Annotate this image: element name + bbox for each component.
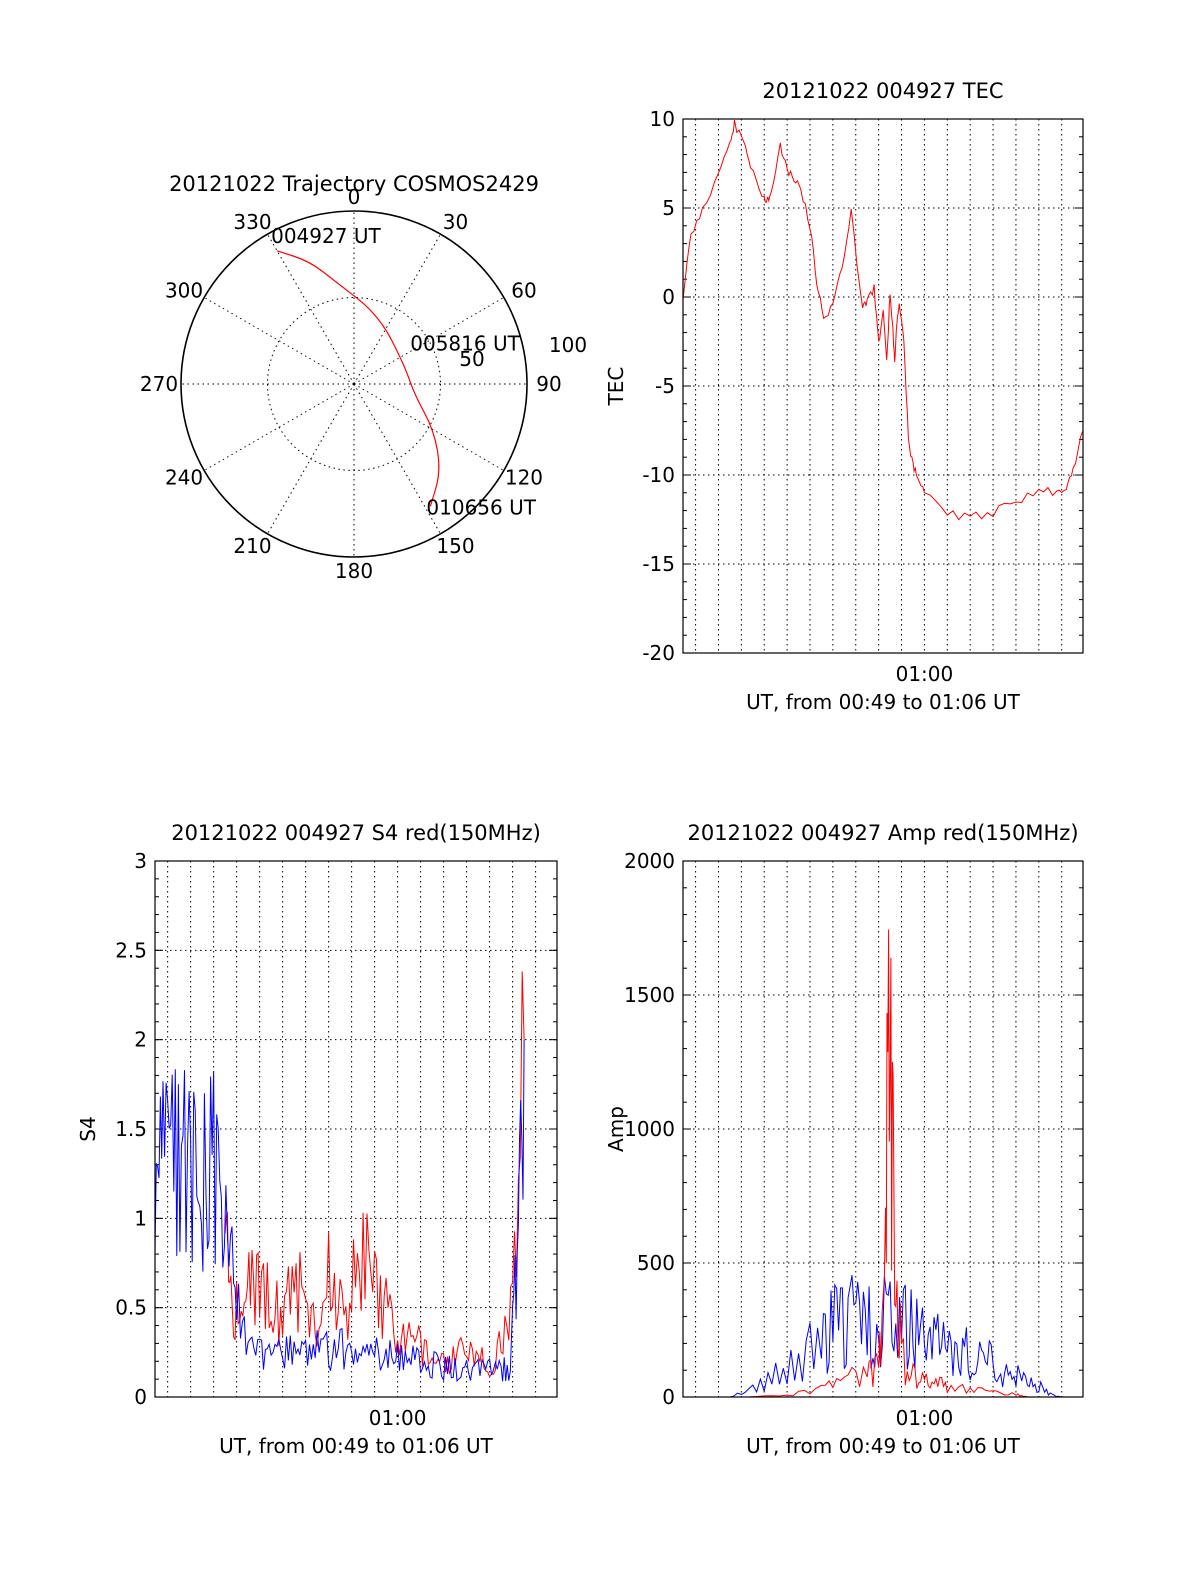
azimuth-tick-label: 150 [436,534,474,558]
chart-title: 20121022 004927 Amp red(150MHz) [687,821,1078,845]
polar-spoke [353,383,505,471]
azimuth-tick-label: 180 [335,559,373,583]
y-tick-label: 3 [134,849,147,873]
azimuth-tick-label: 60 [511,279,536,303]
plot-frame [682,860,1084,1398]
y-tick-label: 5 [662,196,675,220]
polar-spoke [353,233,441,385]
y-tick-label: 0.5 [115,1296,147,1320]
y-axis-label: TEC [604,367,628,407]
y-tick-label: 0 [662,1385,675,1409]
y-tick-label: 2.5 [115,938,147,962]
plot-area [683,929,1083,1397]
y-tick-label: -5 [655,374,675,398]
polar-spoke [267,233,355,385]
y-tick-label: 1000 [624,1117,675,1141]
x-axis-label: UT, from 00:49 to 01:06 UT [746,1434,1021,1458]
plot-area [683,120,1083,521]
x-tick-label: 01:00 [896,1406,954,1430]
y-tick-label: -10 [642,463,675,487]
azimuth-tick-label: 0 [348,185,361,209]
trajectory-line [276,250,440,507]
chart-title: 20121022 004927 S4 red(150MHz) [171,821,541,845]
y-tick-label: 1 [134,1206,147,1230]
plot-frame [682,118,1084,654]
y-tick-label: -15 [642,552,675,576]
azimuth-tick-label: 90 [536,372,561,396]
azimuth-tick-label: 300 [165,279,203,303]
radial-label: 100 [549,333,587,357]
trajectory-annotation: 010656 UT [426,495,536,519]
azimuth-tick-label: 210 [233,534,271,558]
series-line [683,120,1083,521]
trajectory-annotation: 004927 UT [271,224,381,248]
amp-chart: 20121022 004927 Amp red(150MHz) 2000 1500 1… [604,821,1084,1458]
azimuth-tick-label: 120 [505,466,543,490]
trajectory-annotation: 005816 UT [410,331,520,355]
series-line [683,1275,1083,1397]
y-tick-label: 1.5 [115,1117,147,1141]
series-line [155,1039,525,1383]
chart-title: 20121022 Trajectory COSMOS2429 [169,172,539,196]
polar-spoke [353,383,441,535]
tec-chart: 20121022 004927 TEC 10 5 0 -5 -10 -15 -20 01:00 U… [604,79,1084,714]
polar-outer-circle [180,210,528,558]
y-tick-label: 500 [637,1251,675,1275]
polar-spoke [353,297,505,385]
y-tick-label: -20 [642,641,675,665]
polar-spoke [267,383,355,535]
s4-chart: 20121022 004927 S4 red(150MHz) 3 2.5 2 1.5 1 0… [76,821,558,1458]
y-tick-label: 10 [650,107,675,131]
y-tick-label: 0 [134,1385,147,1409]
radial-label: 50 [459,347,484,371]
azimuth-tick-label: 330 [233,210,271,234]
y-axis-label: Amp [604,1106,628,1152]
y-tick-label: 0 [662,285,675,309]
azimuth-tick-label: 30 [443,210,468,234]
azimuth-tick-label: 270 [140,372,178,396]
azimuth-tick-label: 240 [165,466,203,490]
y-axis-label: S4 [76,1116,100,1141]
plot-frame [154,860,558,1398]
x-axis-label: UT, from 00:49 to 01:06 UT [219,1434,494,1458]
x-tick-label: 01:00 [896,662,954,686]
polar-spoke [203,383,355,471]
x-tick-label: 01:00 [369,1406,427,1430]
series-line [683,929,1083,1397]
x-axis-label: UT, from 00:49 to 01:06 UT [746,690,1021,714]
y-tick-label: 2000 [624,849,675,873]
polar-spoke [203,297,355,385]
chart-title: 20121022 004927 TEC [762,79,1003,103]
series-line [224,971,525,1379]
y-tick-label: 1500 [624,983,675,1007]
plot-area [155,971,525,1383]
y-tick-label: 2 [134,1028,147,1052]
